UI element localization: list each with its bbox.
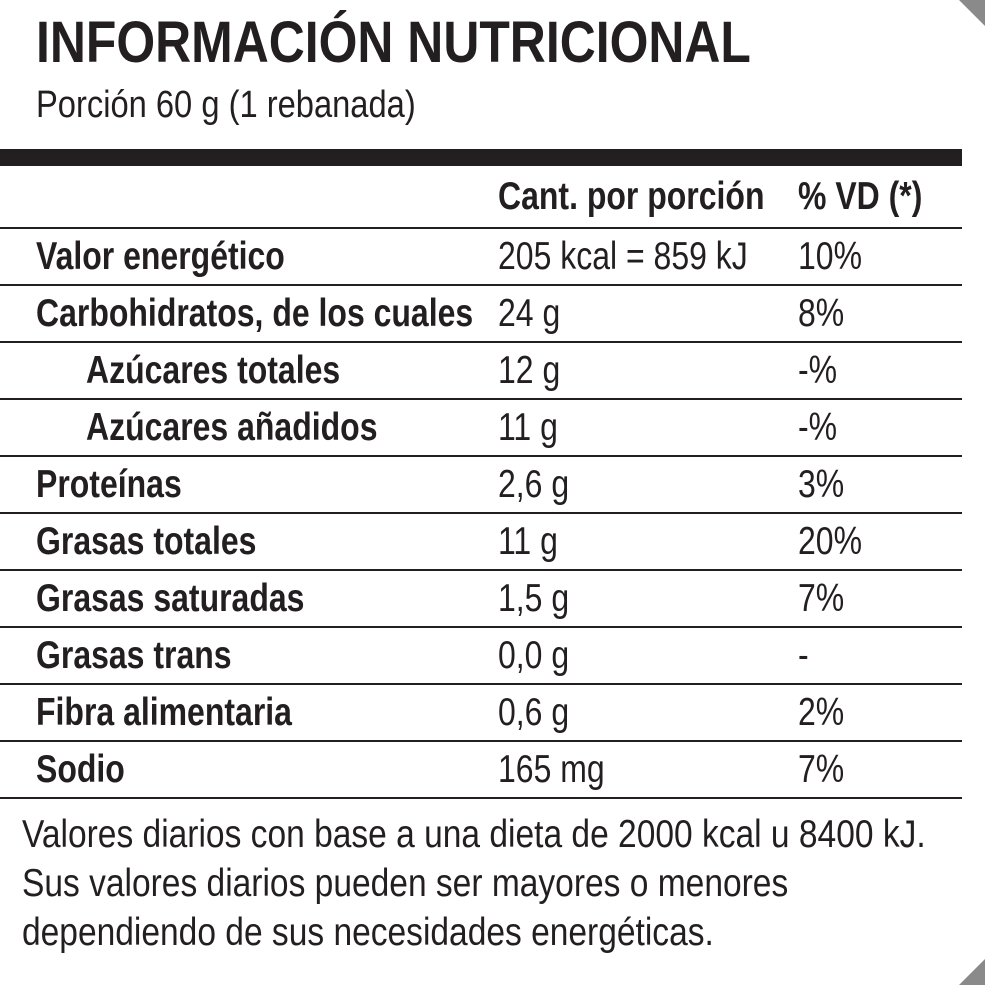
table-row: Valor energético 205 kcal = 859 kJ 10% xyxy=(0,227,962,284)
portion-size: Porción 60 g (1 rebanada) xyxy=(36,84,416,126)
footnote-line: dependiendo de sus necesidades energétic… xyxy=(22,911,714,954)
table-row: Grasas saturadas 1,5 g 7% xyxy=(0,569,962,626)
table-row: Carbohidratos, de los cuales 24 g 8% xyxy=(0,284,962,341)
header-amount: Cant. por porción xyxy=(498,174,765,218)
nutrient-name: Grasas trans xyxy=(36,633,232,677)
footnote-line: Valores diarios con base a una dieta de … xyxy=(22,813,926,856)
nutrient-daily-value: - xyxy=(798,633,809,677)
corner-decoration-bottom xyxy=(959,959,985,985)
nutrient-amount: 165 mg xyxy=(498,747,605,791)
nutrient-daily-value: 7% xyxy=(798,576,845,620)
nutrient-name: Grasas totales xyxy=(36,519,257,563)
nutrient-amount: 11 g xyxy=(498,405,558,449)
nutrient-amount: 205 kcal = 859 kJ xyxy=(498,234,748,278)
nutrient-name: Fibra alimentaria xyxy=(36,690,292,734)
nutrient-daily-value: 3% xyxy=(798,462,845,506)
nutrient-amount: 2,6 g xyxy=(498,462,570,506)
table-row: Proteínas 2,6 g 3% xyxy=(0,455,962,512)
footnote-line: Sus valores diarios pueden ser mayores o… xyxy=(22,862,789,905)
nutrient-name: Azúcares totales xyxy=(86,348,341,392)
nutrient-daily-value: -% xyxy=(798,405,838,449)
footnote: Valores diarios con base a una dieta de … xyxy=(22,810,926,957)
table-row: Azúcares totales 12 g -% xyxy=(0,341,962,398)
nutrient-name: Valor energético xyxy=(36,234,285,278)
table-row: Azúcares añadidos 11 g -% xyxy=(0,398,962,455)
table-row: Sodio 165 mg 7% xyxy=(0,740,962,799)
table-row: Grasas trans 0,0 g - xyxy=(0,626,962,683)
nutrient-amount: 24 g xyxy=(498,291,561,335)
nutrient-amount: 11 g xyxy=(498,519,558,563)
header-daily-value: % VD (*) xyxy=(798,174,923,218)
nutrient-name: Azúcares añadidos xyxy=(86,405,378,449)
nutrient-daily-value: 2% xyxy=(798,690,845,734)
nutrient-name: Grasas saturadas xyxy=(36,576,305,620)
nutrient-amount: 0,0 g xyxy=(498,633,570,677)
table-header-row: Cant. por porción % VD (*) xyxy=(0,166,962,227)
nutrition-table: Cant. por porción % VD (*) Valor energét… xyxy=(0,166,962,799)
nutrient-name: Sodio xyxy=(36,747,125,791)
header-divider-bar xyxy=(0,149,962,166)
nutrient-daily-value: 7% xyxy=(798,747,845,791)
table-row: Grasas totales 11 g 20% xyxy=(0,512,962,569)
nutrient-daily-value: 8% xyxy=(798,291,845,335)
nutrient-amount: 12 g xyxy=(498,348,561,392)
nutrient-name: Carbohidratos, de los cuales xyxy=(36,291,474,335)
nutrient-daily-value: 10% xyxy=(798,234,863,278)
table-row: Fibra alimentaria 0,6 g 2% xyxy=(0,683,962,740)
label-title: INFORMACIÓN NUTRICIONAL xyxy=(36,10,751,75)
nutrient-name: Proteínas xyxy=(36,462,182,506)
nutrient-amount: 0,6 g xyxy=(498,690,570,734)
nutrient-daily-value: -% xyxy=(798,348,838,392)
corner-decoration-top xyxy=(959,0,985,26)
nutrient-amount: 1,5 g xyxy=(498,576,570,620)
nutrient-daily-value: 20% xyxy=(798,519,863,563)
